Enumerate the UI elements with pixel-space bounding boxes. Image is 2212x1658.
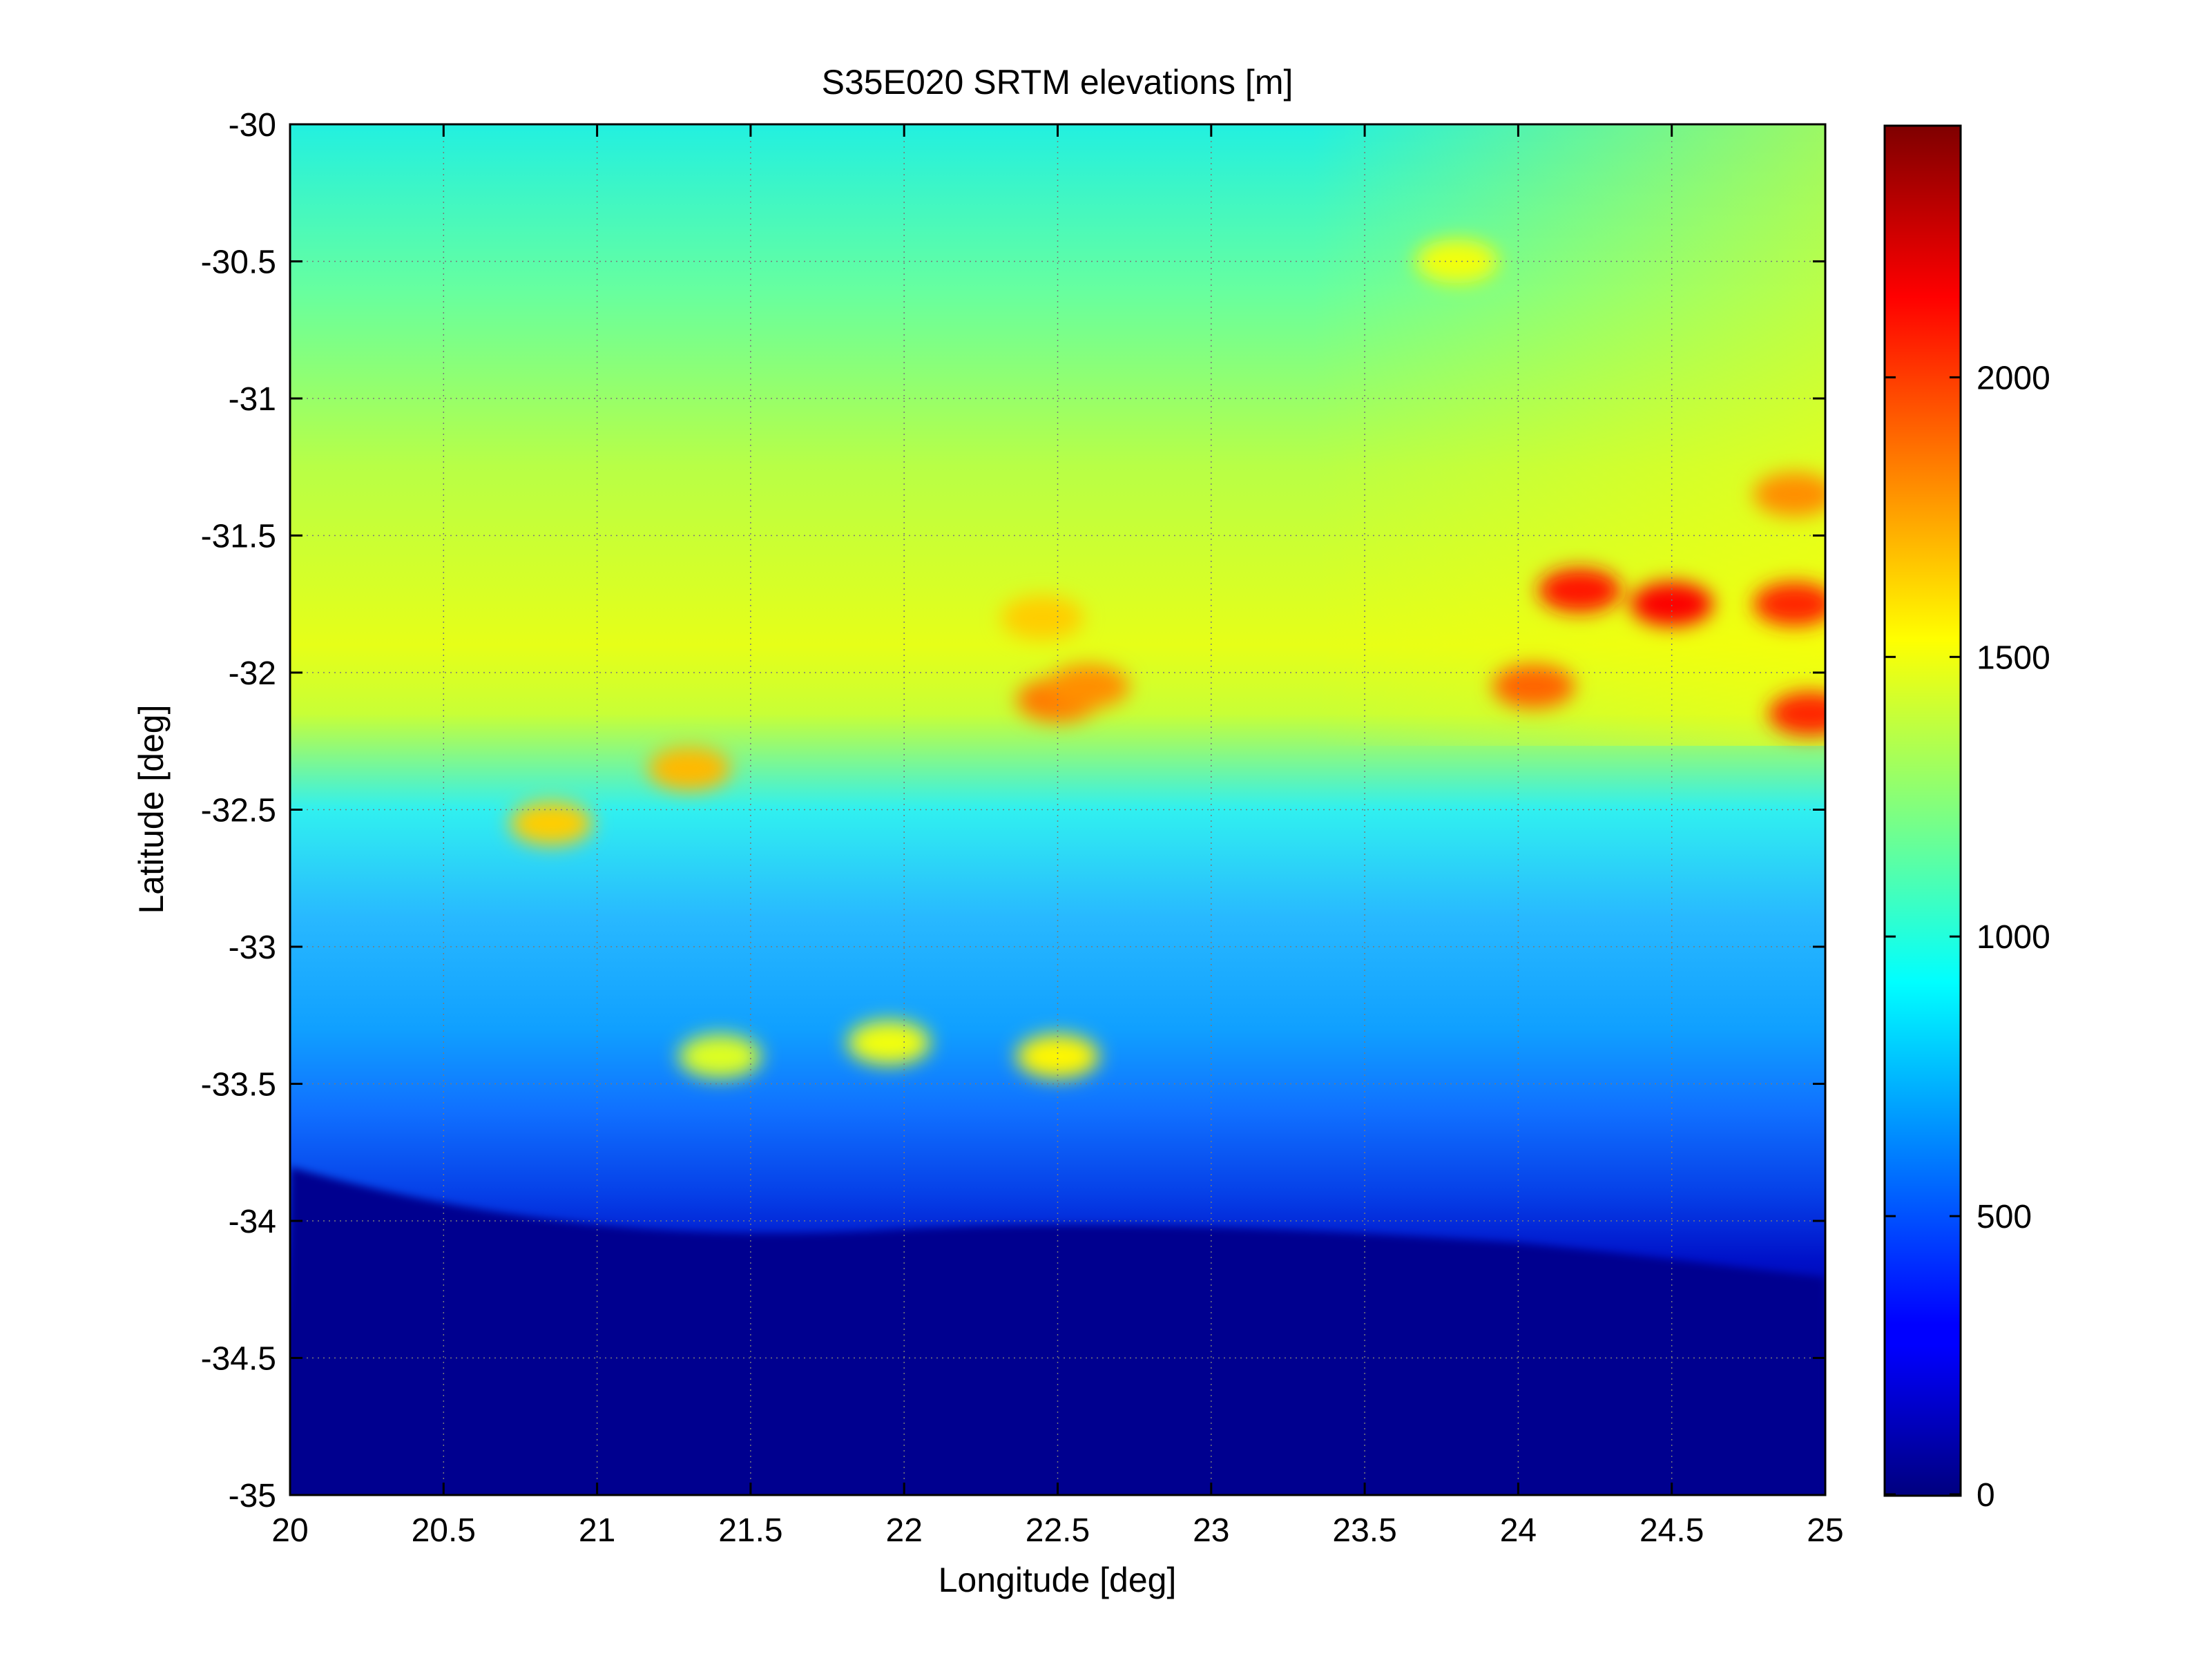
elevation-features — [509, 239, 1825, 1079]
coastal-plain-shape — [290, 1167, 1825, 1495]
elevation-feature-2 — [1538, 568, 1622, 613]
elevation-feature-12 — [1016, 1034, 1099, 1079]
y-tick-label: -31 — [229, 381, 276, 418]
x-axis-label: Longitude [deg] — [939, 1561, 1177, 1599]
colorbar-tick-label: 1000 — [1977, 919, 2050, 956]
y-tick-label: -34 — [229, 1204, 276, 1240]
grid — [290, 124, 1825, 1495]
x-tick-label: 20 — [271, 1512, 308, 1549]
elevation-feature-11 — [847, 1020, 930, 1065]
x-tick-label: 22 — [886, 1512, 923, 1549]
x-tick-label: 21 — [579, 1512, 615, 1549]
y-tick-label: -32.5 — [201, 793, 276, 829]
y-tick-label: -30.5 — [201, 244, 276, 281]
x-axis: 20 20.5 21 21.5 22 22.5 23 23.5 24 24.5 25 — [271, 124, 1844, 1549]
x-tick-label: 22.5 — [1026, 1512, 1090, 1549]
elevation-feature-9 — [647, 746, 731, 791]
elevation-feature-7 — [1753, 472, 1825, 517]
colorbar-tick-label: 1500 — [1977, 639, 2050, 676]
elevation-feature-10 — [1001, 595, 1084, 640]
y-tick-label: -34.5 — [201, 1341, 276, 1378]
elevation-feature-6 — [1492, 664, 1575, 708]
eastern-plateau-tint — [1312, 124, 1825, 746]
coastal-lowland — [290, 1167, 1825, 1495]
colorbar-tick-label: 0 — [1977, 1477, 1995, 1514]
x-tick-label: 25 — [1807, 1512, 1843, 1549]
colorbar: 0 500 1000 1500 2000 — [1883, 124, 2050, 1514]
y-tick-label: -33 — [229, 929, 276, 966]
colorbar-tick-label: 500 — [1977, 1199, 2032, 1235]
x-tick-label: 24.5 — [1639, 1512, 1704, 1549]
colorbar-ticks: 0 500 1000 1500 2000 — [1885, 360, 2050, 1514]
x-tick-label: 24 — [1500, 1512, 1537, 1549]
y-axis-label: Latitude [deg] — [132, 704, 171, 914]
elevation-feature-13 — [678, 1034, 762, 1079]
elevation-feature-5 — [1768, 691, 1825, 736]
y-tick-label: -32 — [229, 655, 276, 692]
x-tick-label: 23 — [1193, 1512, 1229, 1549]
colorbar-scale — [1883, 124, 1962, 1497]
y-tick-label: -33.5 — [201, 1067, 276, 1103]
elevation-feature-1 — [1046, 664, 1130, 708]
plot-area — [290, 124, 1825, 1495]
elevation-feature-8 — [509, 801, 593, 846]
chart-title: S35E020 SRTM elevations [m] — [822, 63, 1293, 102]
elevation-feature-3 — [1630, 581, 1713, 626]
y-tick-label: -35 — [229, 1478, 276, 1514]
x-tick-label: 20.5 — [412, 1512, 476, 1549]
colorbar-tick-label: 2000 — [1977, 360, 2050, 396]
x-tick-label: 21.5 — [718, 1512, 782, 1549]
y-tick-label: -31.5 — [201, 519, 276, 555]
x-tick-label: 23.5 — [1332, 1512, 1396, 1549]
elevation-feature-4 — [1753, 581, 1825, 626]
y-tick-label: -30 — [229, 107, 276, 144]
y-axis: -30 -30.5 -31 -31.5 -32 -32.5 -33 -33.5 -34 -34.5… — [201, 107, 1825, 1514]
